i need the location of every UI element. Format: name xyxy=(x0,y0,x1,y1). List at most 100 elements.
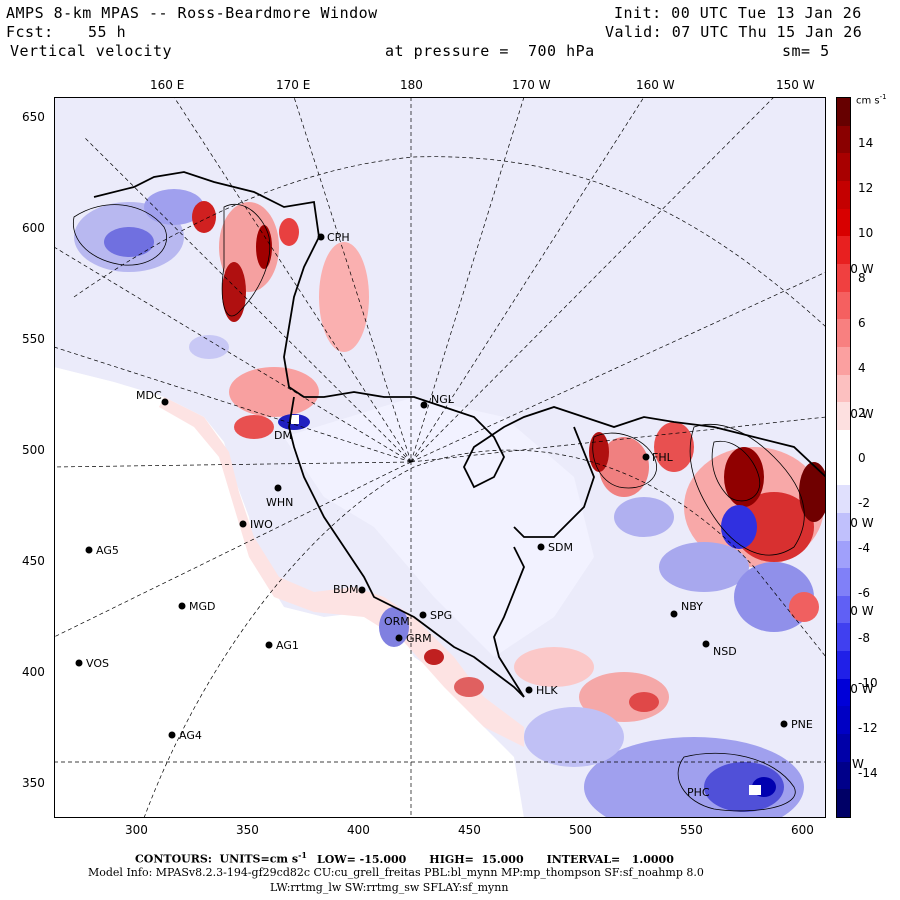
coastline xyxy=(288,396,525,698)
lon-label-160w: 160 W xyxy=(636,78,675,92)
x-tick-400: 400 xyxy=(347,823,370,837)
station-dot xyxy=(75,659,83,667)
ascent-cell xyxy=(514,647,594,687)
station-label: CPH xyxy=(327,231,350,244)
station-label: SPG xyxy=(430,609,452,622)
coastline xyxy=(513,426,595,538)
colorbar-tick: 0 xyxy=(858,451,866,465)
station-dot xyxy=(670,610,678,618)
subsidence-core xyxy=(104,227,154,257)
ascent-core xyxy=(424,649,444,665)
ascent-core xyxy=(799,462,826,522)
colorbar-tick: 8 xyxy=(858,271,866,285)
colorbar-tick: -12 xyxy=(858,721,878,735)
contour-range: LOW= -15.000 HIGH= 15.000 INTERVAL= 1.00… xyxy=(316,852,674,866)
contour-line xyxy=(592,432,657,489)
colorbar-tick: -8 xyxy=(858,631,870,645)
ascent-cell xyxy=(789,592,819,622)
colorbar-swatch xyxy=(837,706,850,735)
station-label: NSD xyxy=(713,645,737,658)
colorbar-swatch xyxy=(837,623,850,652)
smoothing-value: sm= 5 xyxy=(782,42,830,60)
contour-units-exponent: -1 xyxy=(298,850,307,860)
station-label: PHC xyxy=(687,786,710,799)
colorbar-swatch xyxy=(837,678,850,707)
field-name: Vertical velocity xyxy=(10,42,173,60)
station-label: AG4 xyxy=(179,729,202,742)
ascent-cell xyxy=(654,422,694,472)
station-dot xyxy=(537,543,545,551)
x-tick-300: 300 xyxy=(125,823,148,837)
ascent-core xyxy=(279,218,299,246)
ascent-cell xyxy=(319,242,369,352)
colorbar-tick: -6 xyxy=(858,586,870,600)
contour-line xyxy=(221,204,271,317)
y-tick-550: 550 xyxy=(22,332,45,346)
missing-data-box xyxy=(291,415,299,424)
meridian-line xyxy=(410,271,826,463)
station-dot xyxy=(85,546,93,554)
meridian-line xyxy=(54,461,412,638)
station-label: ORM xyxy=(384,615,410,628)
meridian-line xyxy=(293,97,412,463)
colorbar-swatch xyxy=(837,208,850,237)
station-label: HLK xyxy=(536,684,558,697)
x-tick-450: 450 xyxy=(458,823,481,837)
colorbar-units-text: cm s xyxy=(856,95,880,107)
station-label: PNE xyxy=(791,718,813,731)
station-dot xyxy=(395,634,403,642)
colorbar-swatch xyxy=(837,180,850,209)
meridian-line xyxy=(410,97,645,463)
lon-label-w: W xyxy=(852,757,864,771)
meridian-line xyxy=(173,97,412,463)
station-dot xyxy=(420,401,428,409)
colorbar-tick: 12 xyxy=(858,181,874,195)
colorbar-swatch xyxy=(837,98,850,126)
no-data-region xyxy=(54,367,524,818)
ascent-core xyxy=(629,692,659,712)
map-panel: CPH NGL MDC DM WHN IWO AG5 SDM BDM MGD S… xyxy=(54,97,826,818)
station-label: DM xyxy=(274,429,292,442)
colorbar-swatch xyxy=(837,319,850,347)
subsidence-cell xyxy=(189,335,229,359)
station-markers: CPH NGL MDC DM WHN IWO AG5 SDM BDM MGD S… xyxy=(75,231,813,799)
colorbar-swatch xyxy=(837,429,850,458)
subsidence-cell xyxy=(614,497,674,537)
colorbar-tick: 4 xyxy=(858,361,866,375)
station-label: NBY xyxy=(681,600,703,613)
subsidence-cell xyxy=(659,542,749,592)
colorbar-tick: 14 xyxy=(858,136,874,150)
x-tick-500: 500 xyxy=(569,823,592,837)
model-info: Model Info: MPASv8.2.3-194-gf29cd82c CU:… xyxy=(88,866,704,879)
coastline xyxy=(493,546,525,698)
lon-label-170e: 170 E xyxy=(276,78,311,92)
contour-line xyxy=(72,204,167,266)
meridian-line xyxy=(410,97,525,463)
station-label: WHN xyxy=(266,496,293,509)
contour-line xyxy=(711,440,761,502)
missing-data-box xyxy=(749,785,761,795)
y-tick-500: 500 xyxy=(22,443,45,457)
y-tick-450: 450 xyxy=(22,554,45,568)
subsidence-cell xyxy=(144,189,204,225)
station-dot xyxy=(178,602,186,610)
station-dot xyxy=(265,641,273,649)
station-label: SDM xyxy=(548,541,573,554)
station-dot xyxy=(358,586,366,594)
colorbar-swatch xyxy=(837,263,850,292)
subsidence-core xyxy=(721,505,757,549)
model-info-radiation: LW:rrtmg_lw SW:rrtmg_sw SFLAY:sf_mynn xyxy=(270,881,509,894)
ascent-core xyxy=(256,225,272,269)
station-label: AG5 xyxy=(96,544,119,557)
station-dot xyxy=(642,453,650,461)
latitude-circle xyxy=(73,156,826,328)
latitude-circle xyxy=(143,449,826,818)
station-label: MDC xyxy=(136,389,162,402)
x-tick-600: 600 xyxy=(791,823,814,837)
y-tick-350: 350 xyxy=(22,776,45,790)
lon-label-160e: 160 E xyxy=(150,78,185,92)
subsidence-core xyxy=(704,762,784,812)
station-dot xyxy=(702,640,710,648)
station-dot xyxy=(419,611,427,619)
ross-ice-shelf-field xyxy=(284,397,594,657)
